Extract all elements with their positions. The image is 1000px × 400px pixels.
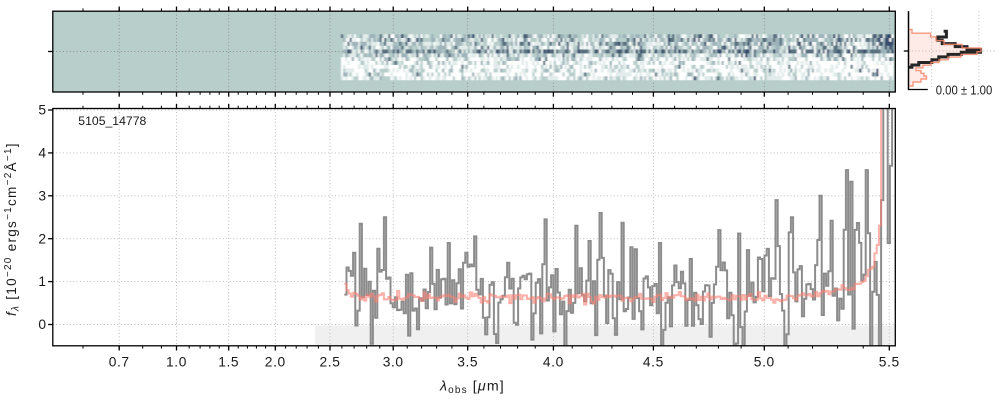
svg-text:2.5: 2.5 [320, 355, 341, 370]
svg-text:3.5: 3.5 [457, 355, 478, 370]
svg-text:1.5: 1.5 [218, 355, 239, 370]
svg-text:3: 3 [38, 188, 46, 203]
svg-text:4.0: 4.0 [543, 355, 564, 370]
svg-text:4.5: 4.5 [643, 355, 664, 370]
svg-text:1.0: 1.0 [166, 355, 187, 370]
svg-text:0.7: 0.7 [109, 355, 130, 370]
svg-text:fλ [10−20 ergs−1cm−2Å−1]: fλ [10−20 ergs−1cm−2Å−1] [3, 142, 21, 316]
svg-text:2: 2 [38, 231, 46, 246]
svg-text:5.0: 5.0 [754, 355, 775, 370]
svg-text:3.0: 3.0 [383, 355, 404, 370]
svg-text:5: 5 [38, 103, 46, 118]
svg-text:5.5: 5.5 [879, 355, 900, 370]
svg-text:0: 0 [38, 317, 46, 332]
svg-text:5105_14778: 5105_14778 [78, 114, 146, 128]
svg-text:λobs [μm]: λobs [μm] [439, 379, 505, 397]
svg-text:0.00 ± 1.00: 0.00 ± 1.00 [936, 83, 993, 98]
svg-text:4: 4 [38, 146, 46, 161]
svg-text:1: 1 [38, 274, 46, 289]
svg-text:2.0: 2.0 [265, 355, 286, 370]
